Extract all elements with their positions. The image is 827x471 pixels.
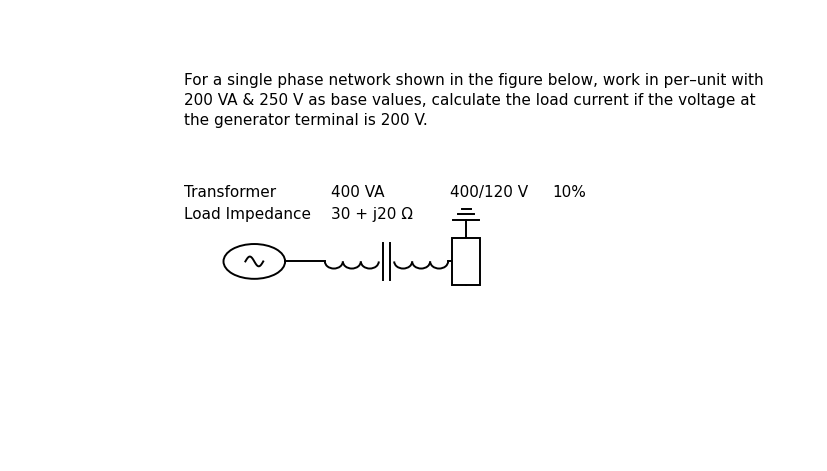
Text: Load Impedance: Load Impedance [184,207,310,222]
Text: 10%: 10% [552,185,586,200]
Text: For a single phase network shown in the figure below, work in per–unit with: For a single phase network shown in the … [184,73,762,88]
Text: 400/120 V: 400/120 V [450,185,528,200]
Bar [452,238,480,285]
Text: 30 + j20 Ω: 30 + j20 Ω [331,207,413,222]
Text: the generator terminal is 200 V.: the generator terminal is 200 V. [184,113,427,128]
Text: Transformer: Transformer [184,185,275,200]
Text: 200 VA & 250 V as base values, calculate the load current if the voltage at: 200 VA & 250 V as base values, calculate… [184,93,754,108]
Text: 400 VA: 400 VA [331,185,385,200]
